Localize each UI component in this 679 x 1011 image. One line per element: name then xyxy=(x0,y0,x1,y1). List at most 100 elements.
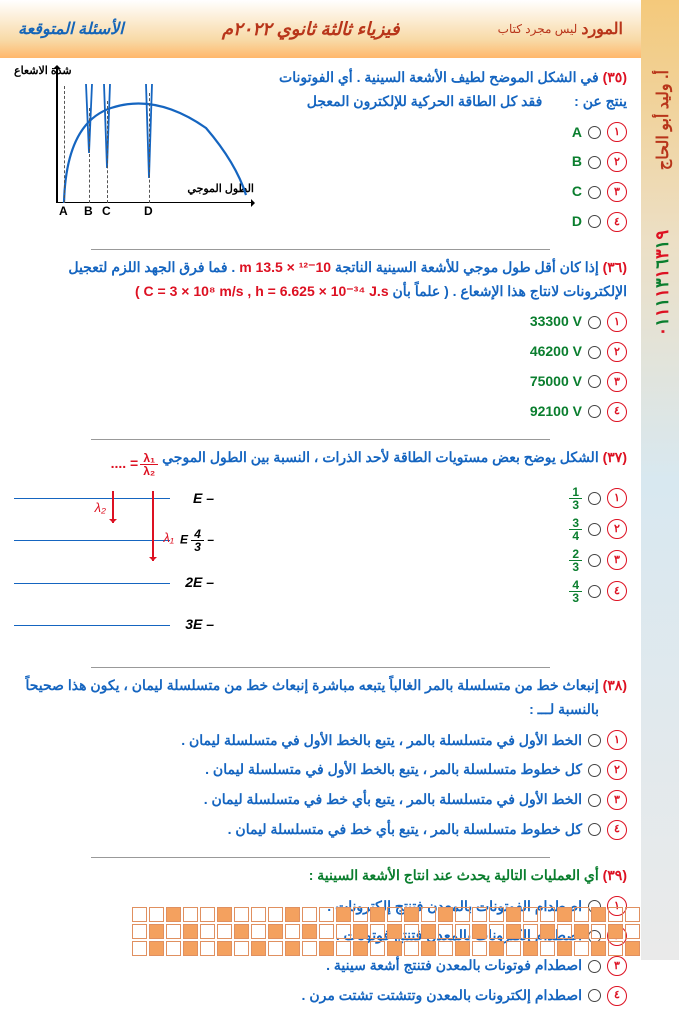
q38-num: (٣٨) xyxy=(603,677,627,693)
radio-icon xyxy=(588,492,601,505)
option-number: ٣ xyxy=(607,182,627,202)
phone-number: ٠١١١١٣١٦٣١٩ xyxy=(651,230,673,336)
divider xyxy=(91,857,551,858)
option-number: ١ xyxy=(607,730,627,750)
q38-text: إنبعاث خط من متسلسلة بالمر الغالباً يتبع… xyxy=(25,677,598,693)
option-number: ٤ xyxy=(607,402,627,422)
radio-icon xyxy=(588,375,601,388)
option-row[interactable]: ٣ 75000 V xyxy=(14,370,627,394)
option-label: كل خطوط متسلسلة بالمر ، يتبع بأي خط في م… xyxy=(228,818,582,842)
option-label: 23 xyxy=(569,548,582,573)
radio-icon xyxy=(588,734,601,747)
question-38: (٣٨) إنبعاث خط من متسلسلة بالمر الغالباً… xyxy=(14,674,627,845)
option-label: 75000 V xyxy=(530,370,582,394)
tick-B: B xyxy=(84,201,93,221)
radio-icon xyxy=(588,989,601,1002)
radio-icon xyxy=(588,960,601,973)
q37-ratio: λ₁λ₂ = .... xyxy=(111,452,159,477)
option-row[interactable]: ٣ C xyxy=(264,180,627,204)
tick-D: D xyxy=(144,201,153,221)
divider xyxy=(91,439,551,440)
y-axis-label: شدة الاشعاع xyxy=(14,62,72,81)
q37-options: ١ 13 ٢ 34 ٣ 23 ٤ 43 xyxy=(224,483,627,655)
option-row[interactable]: ٢ 34 xyxy=(224,517,627,542)
q35-num: (٣٥) xyxy=(603,69,627,85)
author-name: أ. وليد أبو الحاج xyxy=(654,70,673,170)
option-row[interactable]: ٣ 23 xyxy=(224,548,627,573)
option-label: اصطدام إلكترونات بالمعدن وتتشتت تشتت مرن… xyxy=(302,984,582,1008)
q36-const: C = 3 × 10⁸ m/s , h = 6.625 × 10⁻³⁴ J.s xyxy=(144,283,389,299)
option-number: ٤ xyxy=(607,581,627,601)
question-37: (٣٧) الشكل يوضح بعض مستويات الطاقة لأحد … xyxy=(14,446,627,655)
option-row[interactable]: ١ 33300 V xyxy=(14,310,627,334)
radio-icon xyxy=(588,186,601,199)
option-number: ٣ xyxy=(607,372,627,392)
option-number: ٢ xyxy=(607,519,627,539)
option-row[interactable]: ٢ B xyxy=(264,150,627,174)
option-row[interactable]: ١ الخط الأول في متسلسلة بالمر ، يتبع بال… xyxy=(14,729,627,753)
option-row[interactable]: ٢ 46200 V xyxy=(14,340,627,364)
q35-line2: فقد كل الطاقة الحركية للإلكترون المعجل xyxy=(307,93,543,109)
option-row[interactable]: ٣ الخط الأول في متسلسلة بالمر ، يتبع بأي… xyxy=(14,788,627,812)
q38-line2: بالنسبة لـــ : xyxy=(529,701,599,717)
radio-icon xyxy=(588,554,601,567)
option-number: ٤ xyxy=(607,212,627,232)
q39-num: (٣٩) xyxy=(603,867,627,883)
radio-icon xyxy=(588,405,601,418)
option-label: الخط الأول في متسلسلة بالمر ، يتبع بأي خ… xyxy=(204,788,582,812)
option-label: 92100 V xyxy=(530,400,582,424)
option-label: B xyxy=(572,150,582,174)
option-label: الخط الأول في متسلسلة بالمر ، يتبع بالخط… xyxy=(181,729,582,753)
option-row[interactable]: ٢ كل خطوط متسلسلة بالمر ، يتبع بالخط الأ… xyxy=(14,758,627,782)
radio-icon xyxy=(588,346,601,359)
radio-icon xyxy=(588,823,601,836)
q36-num: (٣٦) xyxy=(603,259,627,275)
q36-val1: m xyxy=(239,259,251,275)
option-row[interactable]: ١ A xyxy=(264,121,627,145)
option-number: ٣ xyxy=(607,550,627,570)
question-35: (٣٥) في الشكل الموضح لطيف الأشعة السينية… xyxy=(14,66,627,237)
option-label: A xyxy=(572,121,582,145)
page-content: (٣٥) في الشكل الموضح لطيف الأشعة السينية… xyxy=(10,58,631,950)
option-row[interactable]: ٤ كل خطوط متسلسلة بالمر ، يتبع بأي خط في… xyxy=(14,818,627,842)
option-label: 46200 V xyxy=(530,340,582,364)
option-number: ٢ xyxy=(607,342,627,362)
option-row[interactable]: ٤ اصطدام إلكترونات بالمعدن وتتشتت تشتت م… xyxy=(14,984,627,1008)
spectrum-curve xyxy=(56,83,254,203)
radio-icon xyxy=(588,764,601,777)
option-number: ٤ xyxy=(607,820,627,840)
option-label: D xyxy=(572,210,582,234)
option-row[interactable]: ٤ D xyxy=(264,210,627,234)
option-label: 34 xyxy=(569,517,582,542)
brand: المورد xyxy=(581,19,623,39)
option-label: كل خطوط متسلسلة بالمر ، يتبع بالخط الأول… xyxy=(205,758,582,782)
q36-line2c: ) xyxy=(135,283,140,299)
radio-icon xyxy=(588,126,601,139)
radio-icon xyxy=(588,794,601,807)
q36-seg1: إذا كان أقل طول موجي للأشعة السينية النا… xyxy=(331,259,599,275)
q36-options: ١ 33300 V ٢ 46200 V ٣ 75000 V ٤ 92100 V xyxy=(14,307,627,426)
option-number: ١ xyxy=(607,488,627,508)
option-number: ٢ xyxy=(607,760,627,780)
tick-C: C xyxy=(102,201,111,221)
option-number: ٢ xyxy=(607,152,627,172)
option-number: ٤ xyxy=(607,986,627,1006)
q39-text: أي العمليات التالية يحدث عند انتاج الأشع… xyxy=(309,867,599,883)
option-row[interactable]: ١ 13 xyxy=(224,486,627,511)
option-label: 13 xyxy=(569,486,582,511)
option-row[interactable]: ٤ 43 xyxy=(224,579,627,604)
option-label: 43 xyxy=(569,579,582,604)
option-number: ١ xyxy=(607,122,627,142)
option-row[interactable]: ٤ 92100 V xyxy=(14,400,627,424)
radio-icon xyxy=(588,585,601,598)
option-label: 33300 V xyxy=(530,310,582,334)
tick-A: A xyxy=(59,201,68,221)
q37-diagram: – E – 43 E – 2E – 3E λ₂ λ₁ xyxy=(14,483,214,655)
title: فيزياء ثالثة ثانوي ٢٠٢٢م xyxy=(124,19,498,40)
footer-pattern xyxy=(0,906,641,960)
question-36: (٣٦) إذا كان أقل طول موجي للأشعة السينية… xyxy=(14,256,627,427)
subtitle: الأسئلة المتوقعة xyxy=(18,19,124,39)
q35-chart: شدة الاشعاع الطول الموجي A B C D xyxy=(14,66,254,221)
side-tab: أ. وليد أبو الحاج ٠١١١١٣١٦٣١٩ xyxy=(641,0,679,960)
option-number: ١ xyxy=(607,312,627,332)
